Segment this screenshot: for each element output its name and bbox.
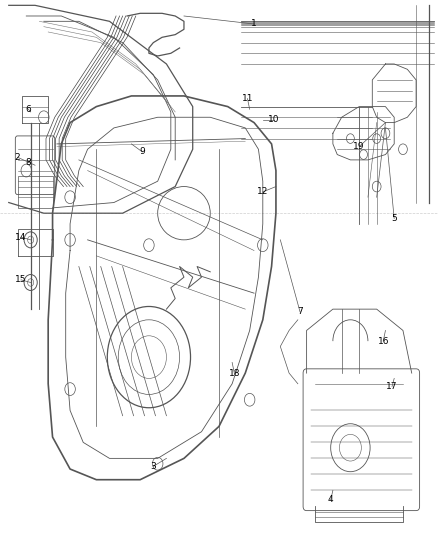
- Text: 2: 2: [15, 153, 20, 161]
- Bar: [18, 176, 53, 208]
- Text: 1: 1: [251, 20, 257, 28]
- Text: 16: 16: [378, 337, 389, 345]
- Text: 14: 14: [15, 233, 27, 241]
- Text: 9: 9: [139, 148, 145, 156]
- Text: 18: 18: [229, 369, 240, 377]
- Text: 8: 8: [25, 158, 32, 167]
- Text: 5: 5: [391, 214, 397, 223]
- Text: 11: 11: [242, 94, 253, 103]
- Text: 15: 15: [15, 276, 27, 284]
- Text: 6: 6: [25, 105, 32, 114]
- Text: 4: 4: [328, 496, 333, 504]
- Text: 3: 3: [150, 462, 156, 471]
- Text: 12: 12: [257, 188, 268, 196]
- Text: 7: 7: [297, 308, 303, 316]
- Text: 17: 17: [386, 382, 398, 391]
- Text: 10: 10: [268, 116, 279, 124]
- Text: 19: 19: [353, 142, 365, 151]
